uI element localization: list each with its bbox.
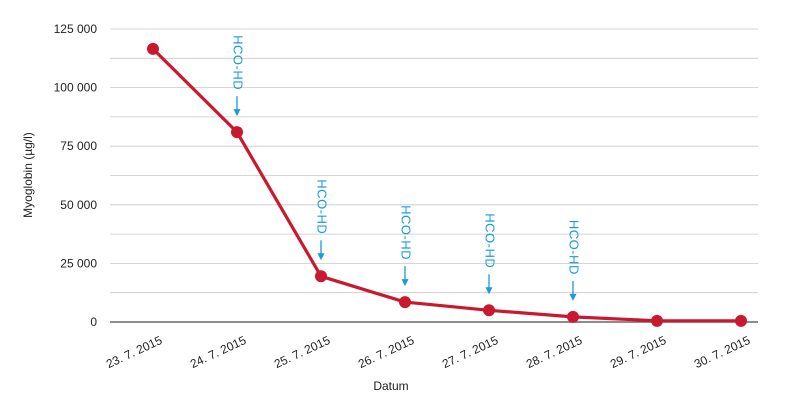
annotations: HCO-HD HCO-HD HCO-HD HCO-HD HCO-HD bbox=[231, 35, 582, 301]
x-tick-label: 27. 7. 2015 bbox=[440, 333, 501, 371]
arrow-head bbox=[233, 109, 241, 117]
data-point bbox=[651, 314, 663, 327]
data-point bbox=[483, 304, 495, 317]
hco-hd-annotation: HCO-HD bbox=[231, 35, 246, 117]
y-tick-label: 100 000 bbox=[54, 81, 98, 95]
arrow-head bbox=[569, 293, 577, 301]
x-tick-label: 25. 7. 2015 bbox=[272, 333, 333, 371]
y-tick-label: 0 bbox=[90, 315, 97, 329]
hco-hd-annotation: HCO-HD bbox=[315, 179, 330, 261]
x-axis-ticks: 23. 7. 2015 24. 7. 2015 25. 7. 2015 26. 7. … bbox=[104, 333, 753, 371]
series-line bbox=[151, 47, 743, 323]
x-tick-label: 30. 7. 2015 bbox=[692, 333, 753, 371]
x-tick-label: 26. 7. 2015 bbox=[356, 333, 417, 371]
annotation-label: HCO-HD bbox=[231, 35, 246, 90]
annotation-label: HCO-HD bbox=[567, 220, 582, 275]
x-tick-label: 29. 7. 2015 bbox=[608, 333, 669, 371]
data-point bbox=[315, 270, 327, 283]
data-point bbox=[399, 296, 411, 309]
arrow-head bbox=[485, 287, 493, 295]
annotation-label: HCO-HD bbox=[483, 213, 498, 268]
data-point bbox=[147, 42, 159, 55]
x-tick-label: 24. 7. 2015 bbox=[188, 333, 249, 371]
x-tick-label: 23. 7. 2015 bbox=[104, 333, 165, 371]
y-tick-label: 75 000 bbox=[60, 139, 97, 153]
data-point bbox=[231, 126, 243, 139]
arrow-head bbox=[317, 253, 325, 261]
series-layer bbox=[147, 42, 747, 327]
data-point bbox=[567, 310, 579, 323]
annotation-label: HCO-HD bbox=[399, 205, 414, 260]
y-tick-label: 125 000 bbox=[54, 22, 98, 36]
x-axis-title: Datum bbox=[373, 379, 408, 393]
y-axis-title: Myoglobin (µg/l) bbox=[21, 132, 35, 218]
hco-hd-annotation: HCO-HD bbox=[567, 220, 582, 301]
grid-lines bbox=[110, 28, 758, 323]
y-axis-ticks: 0 25 000 50 000 75 000 100 000 125 000 bbox=[54, 22, 98, 329]
y-tick-label: 50 000 bbox=[60, 198, 97, 212]
annotation-label: HCO-HD bbox=[315, 179, 330, 234]
y-tick-label: 25 000 bbox=[60, 256, 97, 270]
hco-hd-annotation: HCO-HD bbox=[399, 205, 414, 287]
hco-hd-annotation: HCO-HD bbox=[483, 213, 498, 295]
arrow-head bbox=[401, 279, 409, 287]
data-point bbox=[735, 314, 747, 327]
x-tick-label: 28. 7. 2015 bbox=[524, 333, 585, 371]
